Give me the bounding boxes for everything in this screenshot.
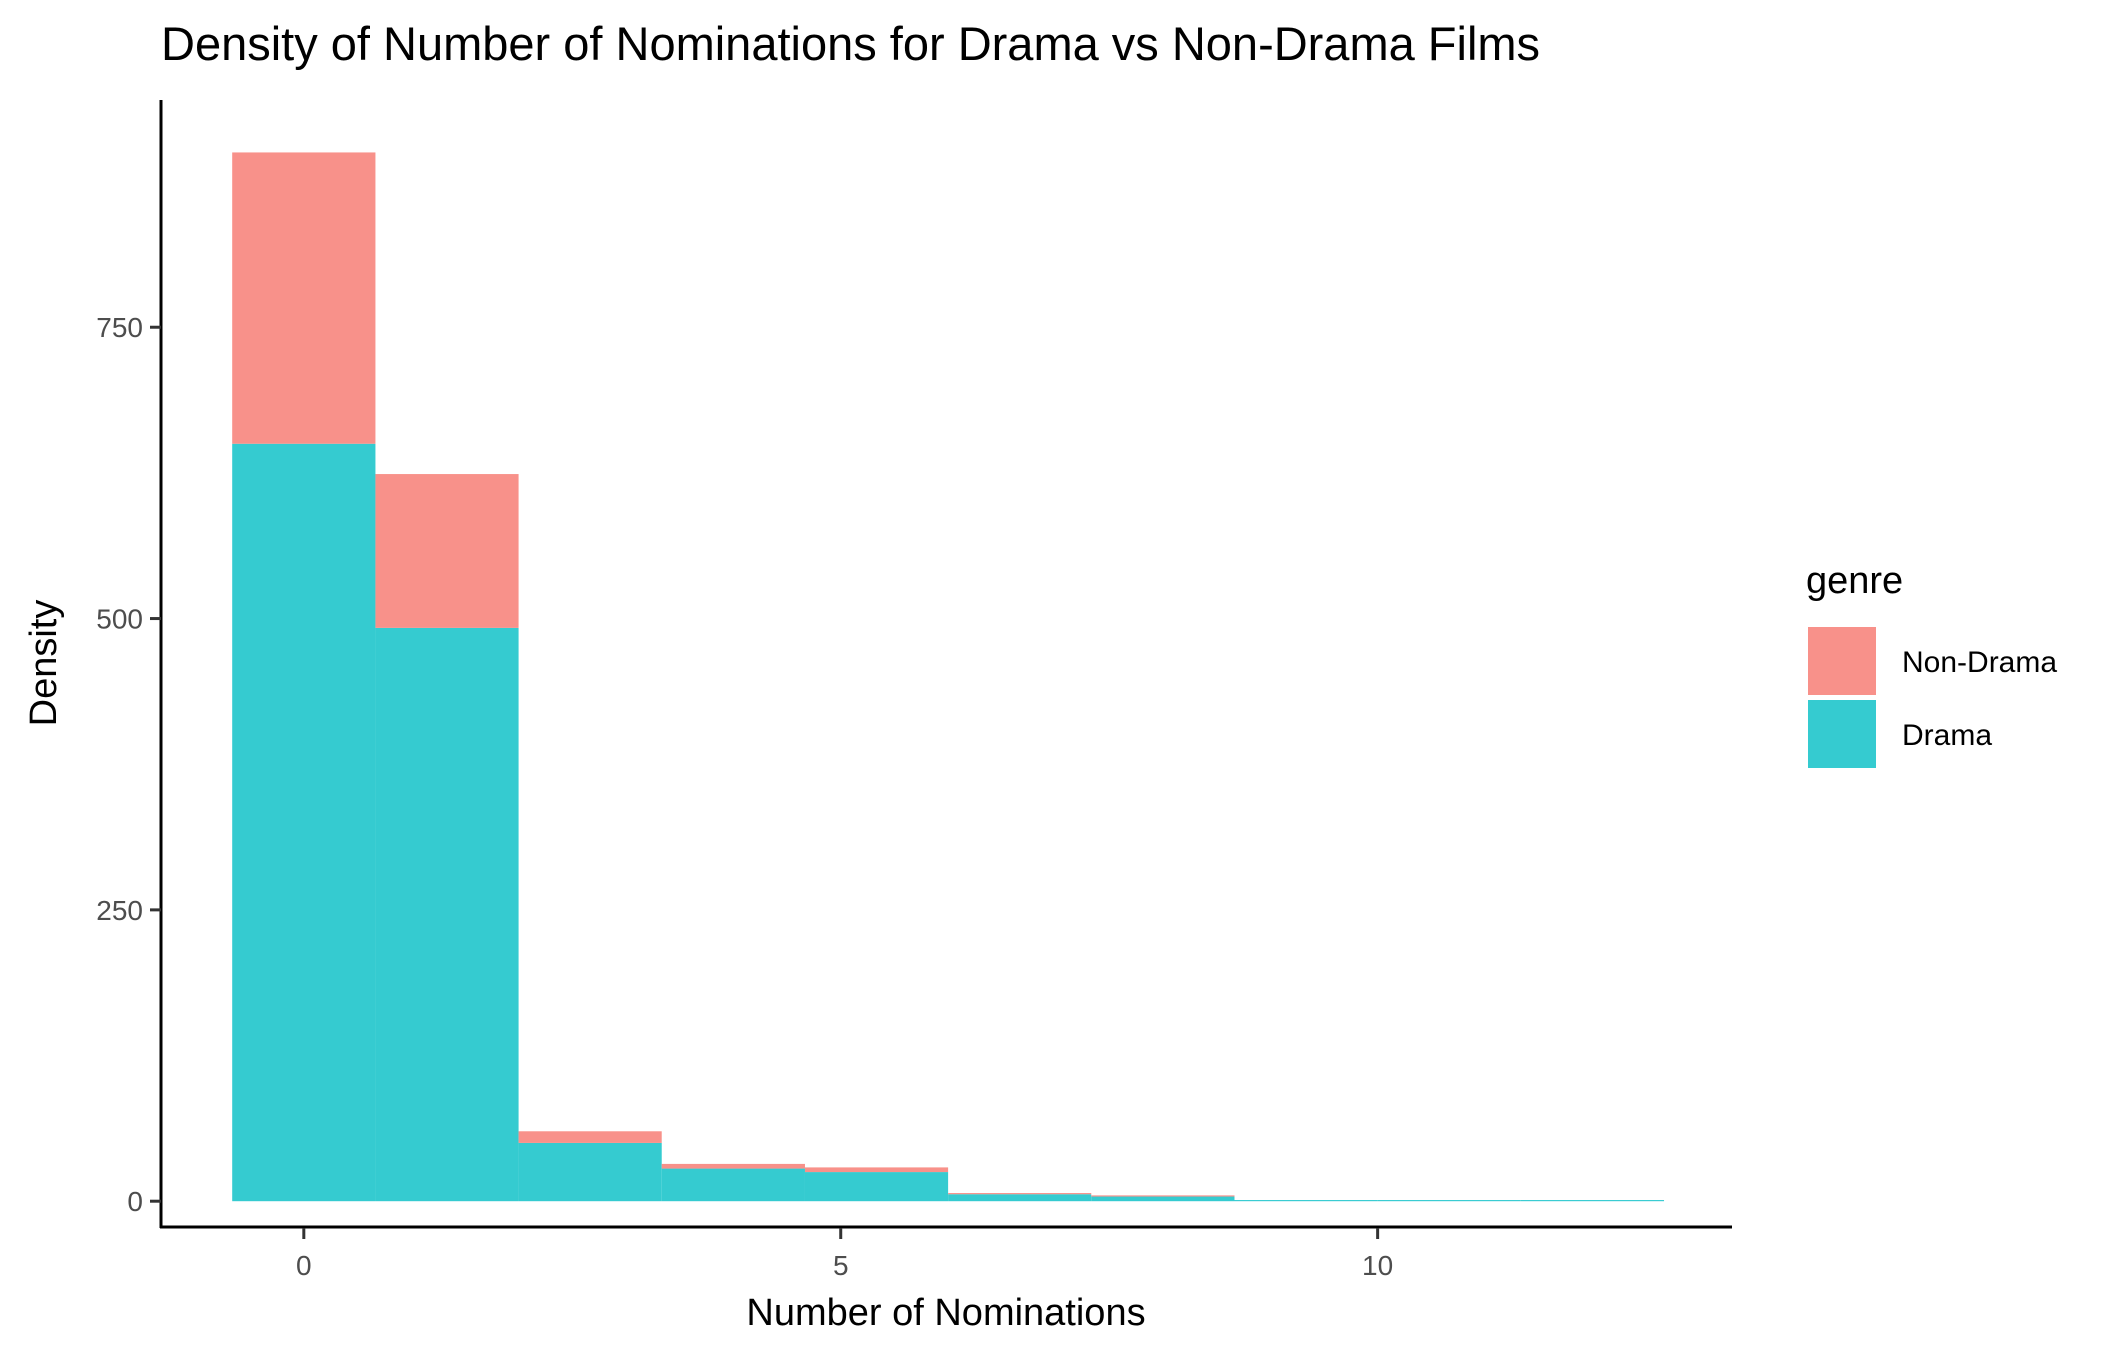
bar-drama-5 xyxy=(948,1194,1092,1202)
legend-key-non-drama xyxy=(1808,627,1876,695)
legend-key-drama xyxy=(1808,700,1876,768)
bars-group xyxy=(232,152,1665,1202)
bar-non-drama-0 xyxy=(232,152,376,444)
bar-drama-9 xyxy=(1520,1200,1665,1202)
y-tick-label-500: 500 xyxy=(96,604,143,635)
bar-drama-6 xyxy=(1091,1196,1235,1202)
x-tick-label-5: 5 xyxy=(833,1250,849,1281)
y-ticks-group: 0 250 500 750 xyxy=(96,312,161,1217)
bar-non-drama-4 xyxy=(804,1167,949,1173)
bar-drama-2 xyxy=(518,1142,662,1202)
chart-title: Density of Number of Nominations for Dra… xyxy=(161,17,1540,70)
legend-label-non-drama: Non-Drama xyxy=(1902,646,2057,679)
bar-non-drama-1 xyxy=(375,474,519,628)
y-axis-title: Density xyxy=(23,600,65,727)
bar-non-drama-2 xyxy=(518,1131,662,1143)
x-tick-label-10: 10 xyxy=(1362,1250,1393,1281)
bar-non-drama-5 xyxy=(948,1193,1092,1195)
bar-drama-1 xyxy=(375,627,519,1202)
y-tick-label-0: 0 xyxy=(127,1186,143,1217)
x-ticks-group: 0 5 10 xyxy=(296,1228,1393,1281)
bar-drama-4 xyxy=(804,1172,949,1202)
x-axis-title: Number of Nominations xyxy=(746,1292,1145,1334)
bar-drama-0 xyxy=(232,443,376,1202)
legend: genre Non-Drama Drama xyxy=(1806,560,2057,768)
y-tick-label-750: 750 xyxy=(96,312,143,343)
legend-label-drama: Drama xyxy=(1902,719,1992,752)
bar-drama-3 xyxy=(661,1168,805,1202)
y-tick-label-250: 250 xyxy=(96,895,143,926)
bar-non-drama-3 xyxy=(661,1163,805,1169)
bar-drama-7 xyxy=(1234,1200,1378,1202)
bar-drama-8 xyxy=(1377,1200,1521,1202)
legend-title: genre xyxy=(1806,560,1903,602)
bar-non-drama-6 xyxy=(1091,1195,1235,1197)
x-tick-label-0: 0 xyxy=(296,1250,312,1281)
